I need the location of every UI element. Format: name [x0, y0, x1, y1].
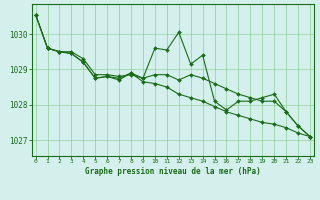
X-axis label: Graphe pression niveau de la mer (hPa): Graphe pression niveau de la mer (hPa): [85, 167, 261, 176]
